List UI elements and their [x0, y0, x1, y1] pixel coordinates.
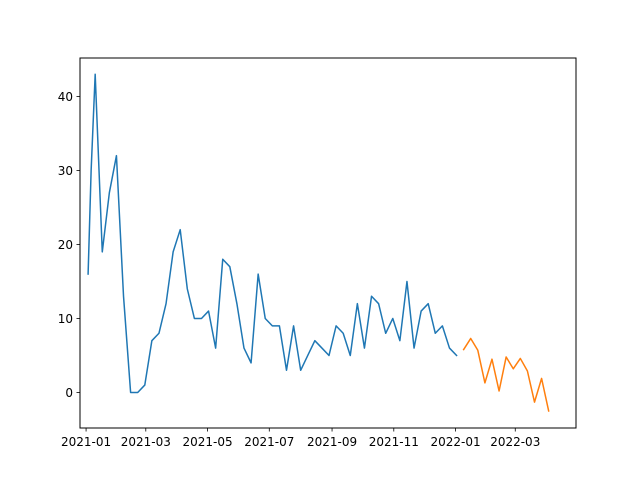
series-1: [87, 73, 458, 394]
x-tick-label: 2021-01: [61, 435, 111, 449]
x-tick-label: 2021-11: [369, 435, 419, 449]
x-tick-label: 2021-09: [307, 435, 357, 449]
x-tick-label: 2022-03: [490, 435, 540, 449]
series-2-line: [462, 337, 550, 412]
x-tick-label: 2021-03: [121, 435, 171, 449]
y-tick-label: 40: [58, 90, 73, 104]
x-tick-label: 2021-05: [182, 435, 232, 449]
x-tick-label: 2021-07: [244, 435, 294, 449]
y-tick-label: 0: [65, 386, 73, 400]
plot-area: [80, 58, 576, 428]
series-2: [462, 337, 550, 412]
series-1-line: [87, 73, 458, 394]
y-tick-label: 20: [58, 238, 73, 252]
plot-frame: [79, 57, 577, 429]
y-axis-ticks: 0 10 20 30 40: [58, 90, 80, 400]
x-tick-label: 2022-01: [430, 435, 480, 449]
series-layer: [87, 73, 550, 412]
y-tick-label: 30: [58, 164, 73, 178]
y-tick-label: 10: [58, 312, 73, 326]
x-axis-ticks: 2021-01 2021-03 2021-05 2021-07 2021-09 2021-…: [61, 428, 540, 449]
